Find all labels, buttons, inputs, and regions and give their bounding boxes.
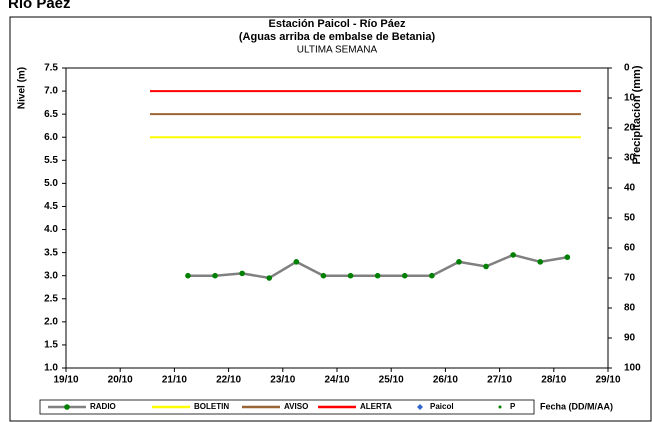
y-tick-label: 7.0 <box>44 86 58 97</box>
legend-label: ALERTA <box>360 402 392 411</box>
y2-tick-label: 40 <box>624 183 636 194</box>
x-tick-label: 25/10 <box>379 375 404 386</box>
x-tick-label: 26/10 <box>433 375 458 386</box>
series-point <box>483 263 489 270</box>
y2-tick-label: 60 <box>624 243 636 254</box>
series-point <box>293 259 300 265</box>
x-tick-label: 21/10 <box>162 375 187 386</box>
y-tick-label: 6.5 <box>44 109 58 120</box>
x-tick-label: 24/10 <box>324 375 349 386</box>
x-tick-label: 22/10 <box>216 375 241 386</box>
series-point <box>537 259 544 265</box>
series-point <box>456 259 462 265</box>
y-tick-label: 5.0 <box>44 178 58 189</box>
series-point <box>374 272 381 279</box>
legend-label: BOLETIN <box>194 402 229 411</box>
series-point <box>212 272 218 279</box>
y2-axis-title: Precipitación (mm) <box>631 65 643 164</box>
y-tick-label: 2.5 <box>44 293 58 304</box>
series-point <box>429 272 435 279</box>
y2-tick-label: 50 <box>624 213 636 224</box>
y2-tick-label: 30 <box>624 153 636 164</box>
page-title: Río Páez <box>8 0 71 12</box>
chart-title: Estación Paicol - Río Páez <box>269 18 406 30</box>
series-point <box>185 272 191 279</box>
y2-tick-label: 0 <box>624 63 630 74</box>
series-point <box>564 254 571 261</box>
legend-label: RADIO <box>90 402 116 411</box>
y2-tick-label: 20 <box>624 123 636 134</box>
x-tick-label: 20/10 <box>108 375 133 386</box>
series-point <box>510 252 516 258</box>
x-tick-label: 28/10 <box>541 375 566 386</box>
chart-subtitle: (Aguas arriba de embalse de Betania) <box>239 31 436 43</box>
legend-label: P <box>510 402 516 411</box>
y2-tick-label: 10 <box>624 93 636 104</box>
series-point <box>401 272 408 279</box>
series-point <box>239 270 245 277</box>
series-point <box>320 272 327 279</box>
series-point <box>347 272 354 279</box>
x-tick-label: 19/10 <box>53 375 78 386</box>
x-tick-label: 27/10 <box>487 375 512 386</box>
legend-marker <box>64 404 70 410</box>
series-point <box>266 275 273 281</box>
y-tick-label: 4.5 <box>44 201 58 212</box>
y-tick-label: 3.5 <box>44 247 58 258</box>
y2-tick-label: 80 <box>624 303 636 314</box>
x-tick-label: 29/10 <box>595 375 620 386</box>
y-tick-label: 5.5 <box>44 155 58 166</box>
legend-frame <box>39 399 535 415</box>
y-tick-label: 4.0 <box>44 224 58 235</box>
y-axis-title: Nivel (m) <box>17 67 28 109</box>
plot-area <box>65 67 609 369</box>
y-tick-label: 1.5 <box>44 340 58 351</box>
legend-label: Paicol <box>430 402 454 411</box>
y2-tick-label: 100 <box>624 363 641 374</box>
y-tick-label: 7.5 <box>44 63 58 74</box>
y2-tick-label: 70 <box>624 273 636 284</box>
legend-marker <box>417 404 423 410</box>
y-tick-label: 3.0 <box>44 270 58 281</box>
chart-period: ULTIMA SEMANA <box>297 45 378 56</box>
y-tick-label: 6.0 <box>44 132 58 143</box>
y-tick-label: 1.0 <box>44 363 58 374</box>
y2-tick-label: 90 <box>624 333 636 344</box>
y-tick-label: 2.0 <box>44 316 58 327</box>
legend-marker <box>498 405 502 409</box>
x-axis-title: Fecha (DD/M/AA) <box>540 401 613 411</box>
x-tick-label: 23/10 <box>270 375 295 386</box>
legend-label: AVISO <box>284 402 308 411</box>
